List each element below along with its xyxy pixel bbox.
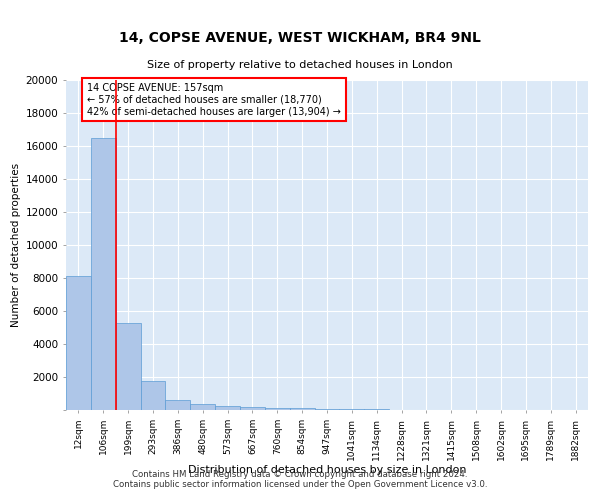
Bar	[140, 381, 166, 410]
Bar	[340, 409, 364, 410]
Text: Contains HM Land Registry data © Crown copyright and database right 2024.
Contai: Contains HM Land Registry data © Crown c…	[113, 470, 487, 490]
Bar	[215, 406, 240, 410]
Bar	[66, 276, 91, 410]
Bar	[166, 400, 190, 410]
Bar	[290, 408, 314, 410]
Bar	[190, 404, 215, 410]
Bar	[240, 406, 265, 410]
Text: 14 COPSE AVENUE: 157sqm
← 57% of detached houses are smaller (18,770)
42% of sem: 14 COPSE AVENUE: 157sqm ← 57% of detache…	[87, 84, 341, 116]
Bar	[314, 408, 340, 410]
Text: Size of property relative to detached houses in London: Size of property relative to detached ho…	[147, 60, 453, 70]
Y-axis label: Number of detached properties: Number of detached properties	[11, 163, 22, 327]
Bar	[91, 138, 116, 410]
X-axis label: Distribution of detached houses by size in London: Distribution of detached houses by size …	[188, 466, 466, 475]
Bar	[265, 408, 290, 410]
Bar	[116, 322, 140, 410]
Text: 14, COPSE AVENUE, WEST WICKHAM, BR4 9NL: 14, COPSE AVENUE, WEST WICKHAM, BR4 9NL	[119, 31, 481, 45]
